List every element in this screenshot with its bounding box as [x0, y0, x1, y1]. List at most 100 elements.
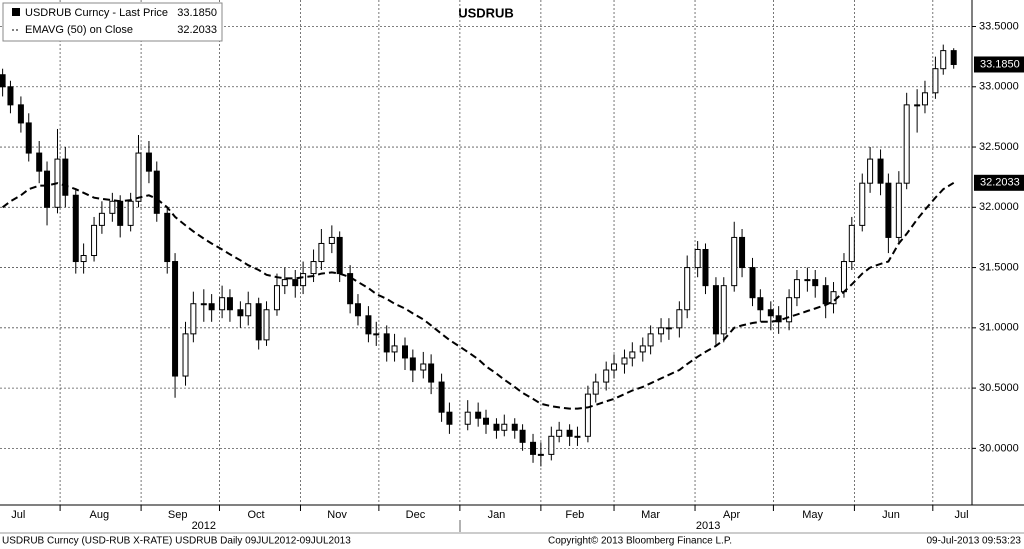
legend-box: [2, 2, 223, 42]
y-tick-label: 31.5000: [979, 261, 1019, 273]
candle-body: [932, 68, 939, 94]
candle-body: [17, 104, 24, 124]
footer-right: 09-Jul-2013 09:53:23: [926, 536, 1021, 547]
candle-body: [98, 212, 105, 226]
x-tick-label: Jun: [882, 509, 900, 521]
candle-body: [25, 122, 32, 154]
candle-body: [684, 267, 691, 311]
candle-body: [786, 297, 793, 323]
y-tick-label: 33.5000: [979, 20, 1019, 32]
candle-body: [694, 248, 701, 269]
candle-body: [135, 152, 142, 202]
candle-body: [867, 158, 874, 184]
y-tick-label: 33.0000: [979, 81, 1019, 93]
candle-body: [263, 309, 270, 341]
candle-body: [822, 285, 829, 305]
candle-body: [658, 327, 665, 335]
price-flag: [974, 174, 1024, 191]
candle-body: [603, 369, 610, 383]
candle-body: [80, 255, 87, 263]
candle-body: [885, 182, 892, 238]
y-tick-label: 31.0000: [979, 322, 1019, 334]
candle-body: [830, 291, 837, 305]
candle-body: [676, 309, 683, 329]
candle-body: [566, 429, 573, 437]
candle-body: [556, 429, 563, 437]
price-flag: [974, 56, 1024, 73]
chart-title: USDRUB: [458, 5, 514, 20]
candle-body: [464, 411, 471, 425]
x-tick-label: Sep: [168, 509, 188, 521]
candle-body: [511, 423, 518, 431]
candle-body: [501, 423, 508, 431]
candle-body: [584, 393, 591, 437]
candle-body: [208, 303, 215, 311]
candle-body: [483, 417, 489, 425]
candle-body: [318, 242, 325, 263]
candle-body: [44, 170, 51, 208]
legend-entry: EMAVG (50) on Close: [25, 24, 133, 36]
candle-body: [749, 267, 756, 299]
candle-body: [383, 333, 390, 353]
candle-body: [537, 453, 544, 456]
x-tick-label: Aug: [90, 509, 110, 521]
candle-body: [127, 200, 134, 226]
candle-body: [530, 441, 537, 455]
year-label: 2013: [696, 520, 720, 532]
candle-body: [153, 170, 160, 214]
x-tick-label: Dec: [406, 509, 426, 521]
candle-body: [859, 182, 866, 226]
candle-body: [164, 212, 171, 263]
candle-body: [757, 297, 764, 311]
candle-body: [438, 381, 445, 413]
y-tick-label: 32.0000: [979, 201, 1019, 213]
candle-body: [639, 345, 646, 353]
candle-body: [877, 158, 884, 184]
candle-body: [72, 194, 79, 263]
candle-body: [336, 236, 343, 275]
y-tick-label: 30.0000: [979, 442, 1019, 454]
grid: 30.0000 30.5000 31.0000 31.5000 32.0000 32.50…: [0, 0, 1019, 532]
candle-body: [409, 357, 416, 371]
candle-body: [373, 333, 380, 336]
candle-body: [245, 303, 252, 317]
candle-body: [219, 297, 226, 311]
candle-body: [36, 152, 43, 172]
candle-body: [182, 333, 189, 377]
candle-body: [310, 261, 317, 275]
candle-body: [621, 357, 628, 365]
candle-body: [200, 303, 207, 306]
footer-center: Copyright© 2013 Bloomberg Finance L.P.: [548, 536, 732, 547]
candle-body: [895, 182, 902, 238]
x-tick-label: Oct: [248, 509, 265, 521]
candle-body: [848, 224, 855, 263]
candle-body: [647, 333, 654, 347]
candle-body: [292, 279, 299, 287]
candle-body: [281, 279, 288, 287]
candle-body: [574, 435, 581, 438]
legend-entry: USDRUB Curncy - Last Price: [25, 7, 168, 19]
candle-body: [237, 309, 244, 317]
candle-body: [354, 303, 361, 317]
candle-body: [402, 345, 408, 359]
candle-body: [328, 236, 335, 244]
candle-body: [592, 381, 599, 395]
candle-body: [702, 248, 709, 287]
candle-body: [940, 50, 947, 70]
legend-value: 32.2033: [177, 24, 217, 36]
candle-body: [840, 261, 847, 293]
x-tick-label: May: [802, 509, 823, 521]
year-label: 2012: [192, 520, 216, 532]
candle-body: [767, 309, 774, 317]
candle-body: [117, 200, 124, 226]
candle-body: [62, 158, 69, 196]
candle-body: [0, 74, 6, 88]
candle-body: [300, 273, 307, 287]
candle-body: [493, 423, 500, 431]
candle-body: [804, 279, 811, 282]
price-flag-label: 33.1850: [980, 58, 1020, 70]
footer-left: USDRUB Curncy (USD-RUB X-RATE) USDRUB Da…: [2, 536, 351, 547]
